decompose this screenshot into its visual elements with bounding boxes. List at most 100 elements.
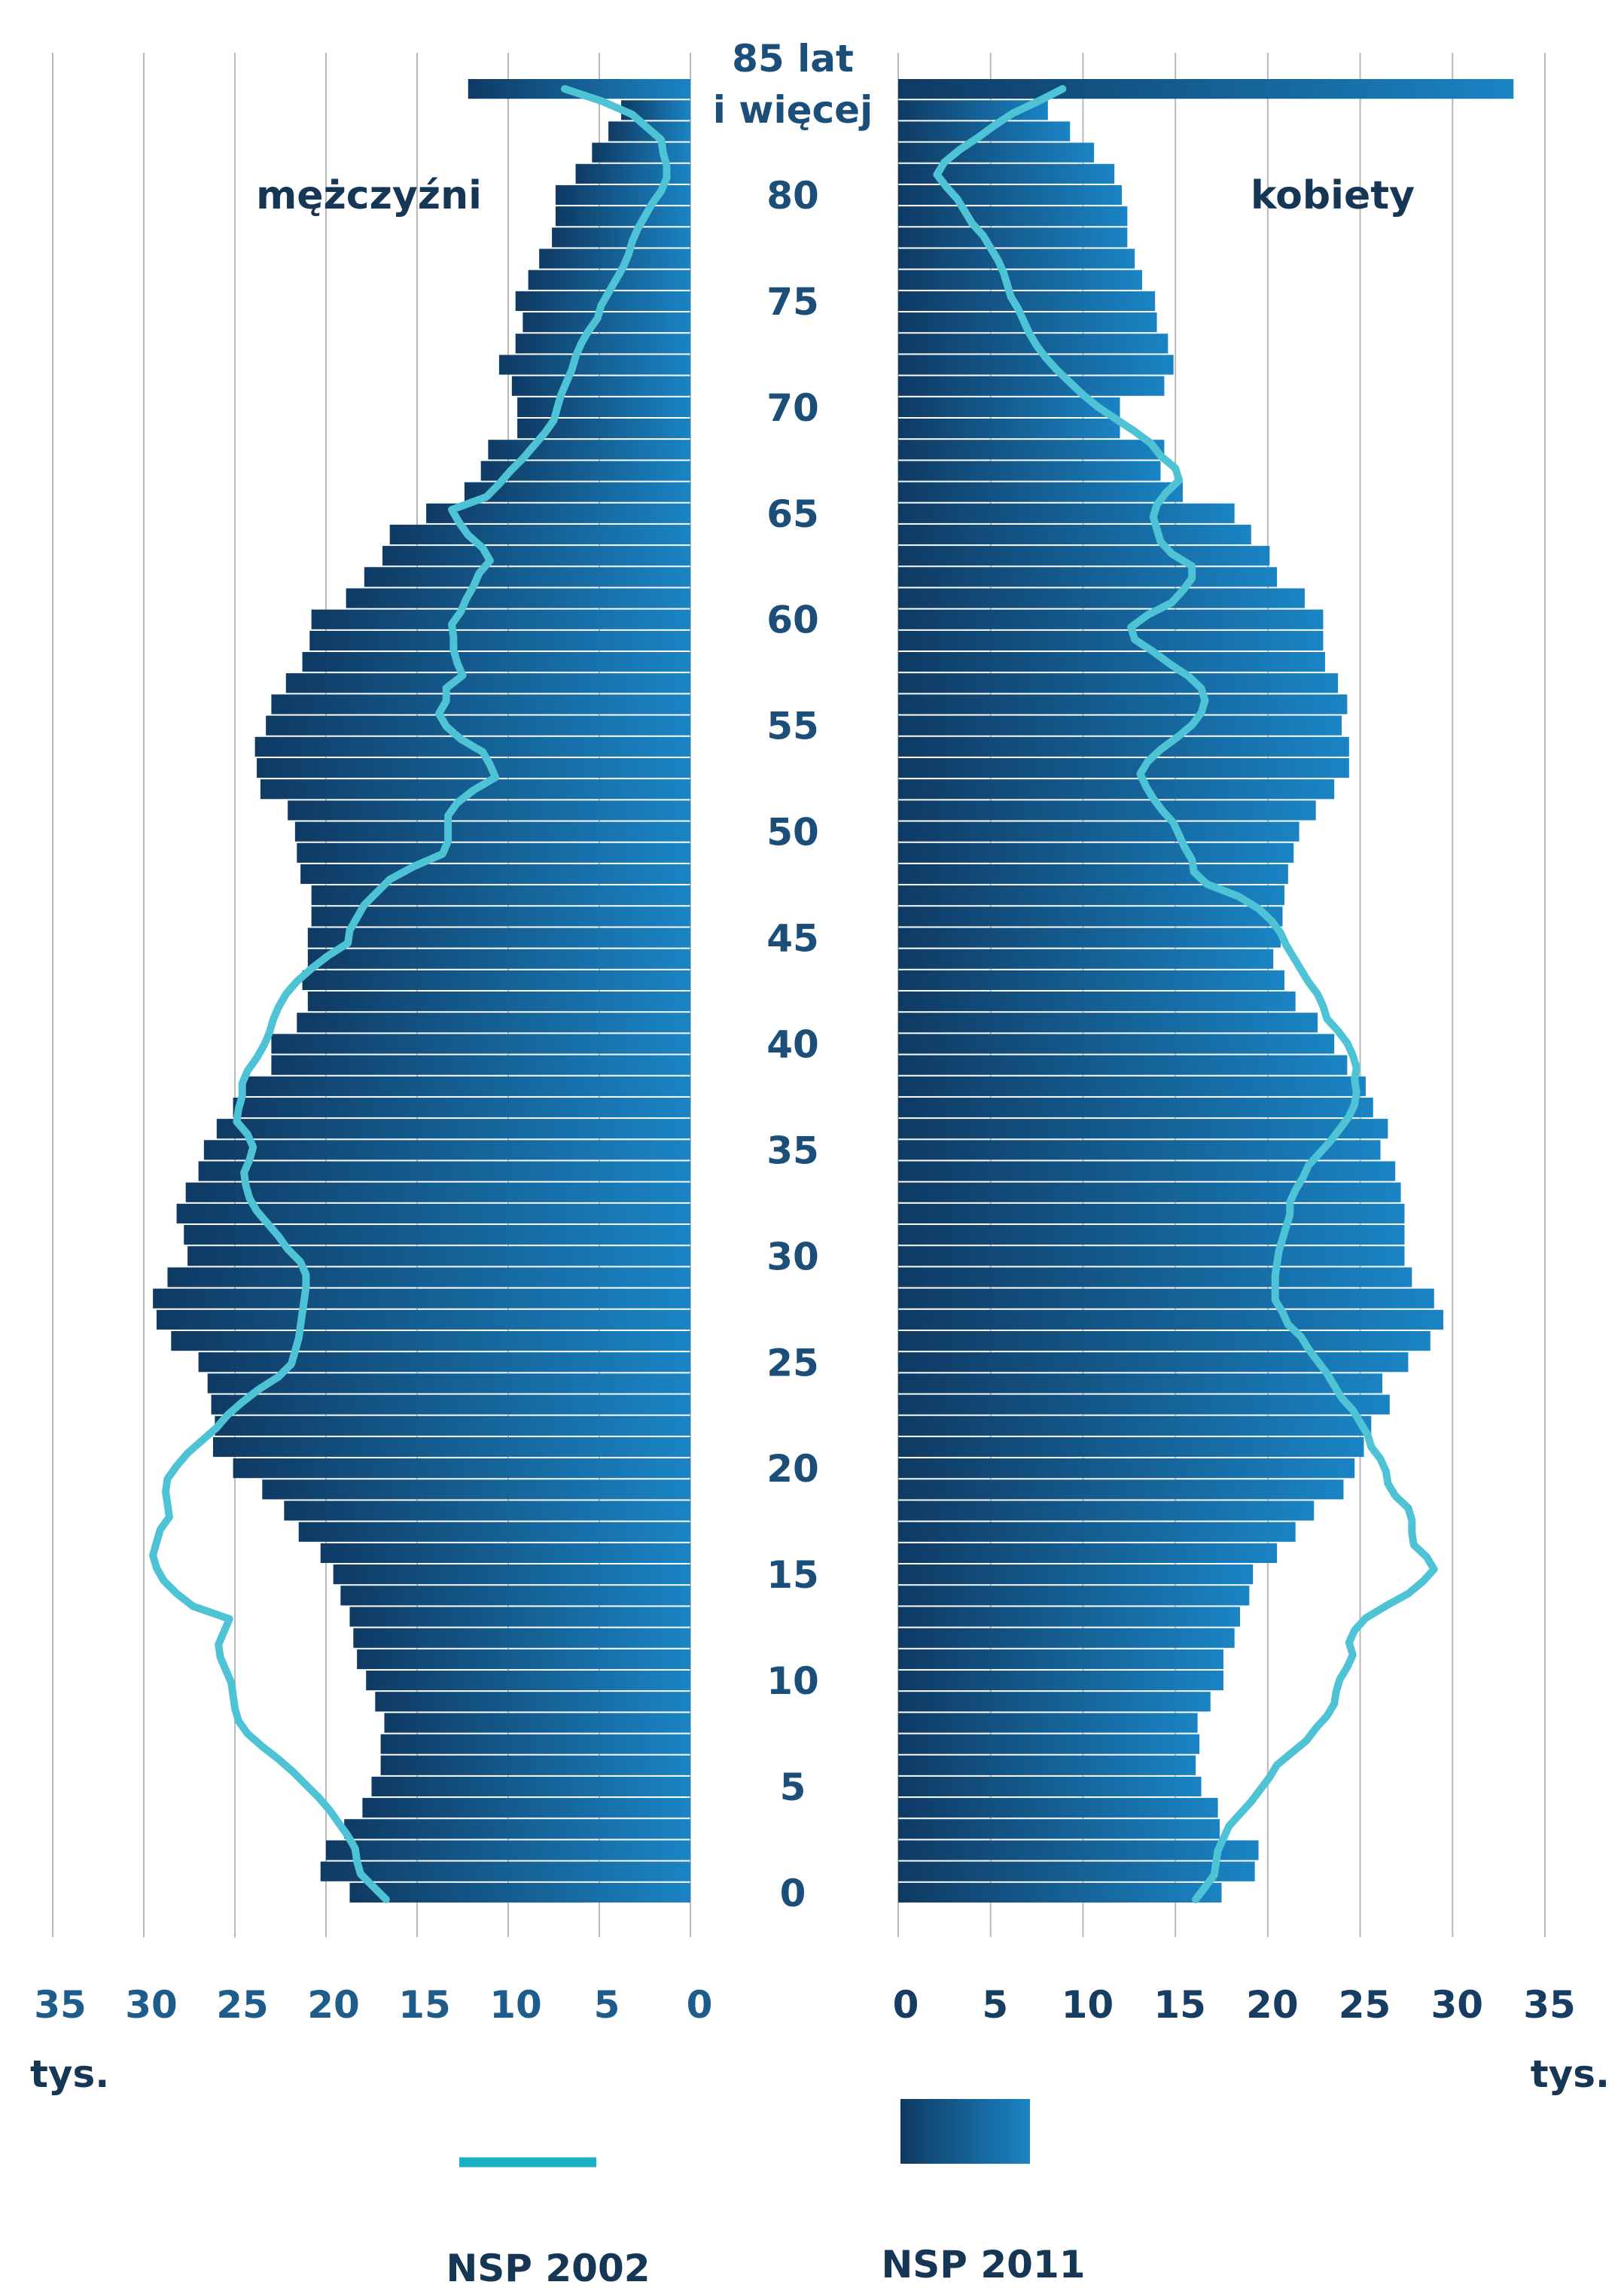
male-bar-age-27 [156,1309,690,1330]
age-label-55: 55 [766,705,819,748]
female-bar-age-32 [898,1203,1405,1224]
x-axis-tick-labels: 0 0 5 5 10 10 15 15 20 20 25 25 30 30 35 35 [34,1983,1576,2027]
female-bar-age-52 [898,779,1335,800]
female-bar-age-60 [898,609,1324,629]
female-bar-age-48 [898,864,1288,885]
female-bar-age-37 [898,1097,1373,1118]
female-bar-age-28 [898,1288,1434,1308]
male-bar-age-0 [349,1882,690,1903]
x-tick-right-5: 5 [982,1983,1008,2027]
x-tick-left-0: 0 [687,1983,713,2027]
female-bar-age-64 [898,524,1251,545]
x-tick-right-30: 30 [1431,1983,1483,2027]
female-bar-age-7 [898,1734,1200,1754]
age-label-60: 60 [766,599,819,642]
age-label-30: 30 [766,1235,819,1278]
male-bar-age-26 [171,1330,691,1351]
male-bar-age-61 [346,588,690,608]
female-bar-age-45 [898,928,1281,948]
male-bar-age-48 [300,864,690,885]
female-bar-age-80 [898,184,1122,206]
male-bar-age-53 [257,757,690,778]
male-bar-age-45 [307,928,690,948]
female-bar-age-71 [898,376,1165,396]
x-tick-left-5: 5 [594,1983,620,2027]
female-bar-age-62 [898,567,1278,587]
female-bar-age-77 [898,248,1135,269]
age-label-20: 20 [766,1447,819,1491]
female-bar-age-12 [898,1628,1235,1648]
female-bar-age-50 [898,821,1300,842]
female-bar-age-9 [898,1692,1211,1712]
female-line-nsp2002 [933,85,1438,1903]
male-bar-age-23 [211,1394,690,1415]
male-bar-age-46 [311,906,690,927]
male-bar-age-18 [284,1500,691,1521]
male-bar-age-14 [340,1586,690,1606]
male-bar-age-5 [371,1776,690,1797]
male-line-nsp2002 [149,85,671,1903]
female-bar-age-85 [898,79,1514,99]
age-label-70: 70 [766,386,819,430]
female-bar-age-75 [898,291,1156,312]
female-bar-age-15 [898,1564,1254,1585]
legend-bar-swatch [900,2099,1030,2164]
x-tick-right-25: 25 [1339,1983,1391,2027]
male-bar-age-35 [203,1140,690,1160]
age-label-25: 25 [766,1341,819,1385]
male-bar-age-17 [298,1522,690,1542]
male-bar-age-80 [555,184,690,206]
male-bar-age-36 [216,1119,690,1139]
female-bar-age-34 [898,1161,1396,1181]
age-label-10: 10 [766,1659,819,1703]
female-bar-age-18 [898,1500,1315,1521]
male-bar-age-77 [539,248,690,269]
female-bar-age-36 [898,1119,1388,1139]
age-label-45: 45 [766,917,819,961]
age-label-80: 80 [766,174,819,218]
age-label-15: 15 [766,1553,819,1597]
legend-label-nsp2002: NSP 2002 [446,2247,650,2290]
male-bar-age-11 [357,1649,690,1669]
female-bar-age-1 [898,1861,1255,1881]
female-bar-age-81 [898,163,1115,184]
female-bar-age-23 [898,1394,1390,1415]
male-bar-age-38 [245,1076,690,1096]
female-bar-age-40 [898,1034,1335,1054]
female-bar-age-72 [898,355,1174,375]
female-bar-age-24 [898,1373,1383,1394]
male-bar-age-13 [349,1607,690,1627]
male-bar-age-62 [364,567,690,587]
male-bar-age-21 [212,1436,691,1458]
male-bar-age-68 [488,440,690,460]
age-label-0: 0 [780,1872,806,1915]
male-bar-age-37 [233,1097,691,1118]
female-bar-age-78 [898,227,1128,248]
age-label-65: 65 [766,492,819,536]
female-side-label: kobiety [1251,173,1415,218]
age-label-75: 75 [766,280,819,324]
male-bar-age-57 [285,673,690,693]
female-bar-age-19 [898,1479,1344,1500]
legend-label-nsp2011: NSP 2011 [881,2243,1085,2286]
male-bar-age-56 [271,694,690,714]
female-bar-age-35 [898,1140,1381,1160]
male-bar-age-74 [523,312,690,333]
male-bar-age-73 [515,334,690,354]
female-bar-age-25 [898,1352,1409,1372]
right-unit-label: tys. [1531,2052,1610,2096]
left-unit-label: tys. [30,2052,109,2096]
male-bar-age-10 [366,1670,690,1691]
age-label-5: 5 [780,1765,806,1809]
female-bar-age-8 [898,1713,1198,1733]
female-bar-age-44 [898,949,1274,969]
age-axis-labels: 0 5 10 15 20 25 30 35 40 45 50 55 60 65 70 75 80 [766,174,819,1915]
male-bar-age-31 [184,1225,691,1245]
top-age-label-line1: 85 lat [732,37,854,81]
x-tick-left-10: 10 [489,1983,542,2027]
female-bar-age-42 [898,992,1296,1012]
female-bar-age-30 [898,1246,1405,1266]
female-bar-age-16 [898,1543,1278,1564]
x-tick-left-35: 35 [34,1983,87,2027]
